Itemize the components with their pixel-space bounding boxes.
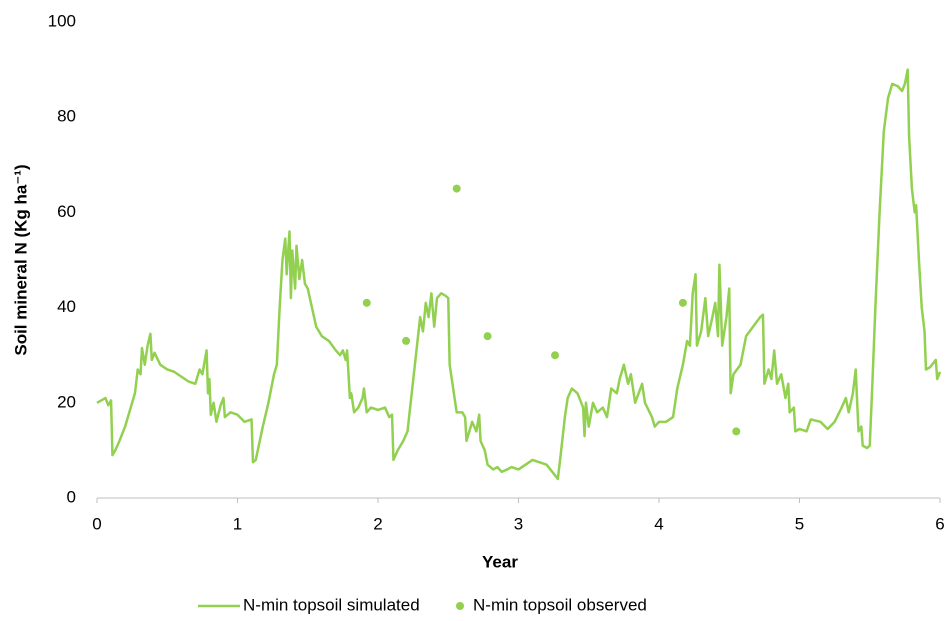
data-point xyxy=(452,184,461,193)
y-tick-label: 0 xyxy=(67,487,76,506)
x-tick-label: 3 xyxy=(514,514,523,533)
y-tick-label: 100 xyxy=(48,11,76,30)
data-point xyxy=(483,332,492,341)
y-tick-label: 80 xyxy=(57,107,76,126)
data-point xyxy=(551,351,560,360)
legend-swatch xyxy=(456,602,464,610)
legend-label: N-min topsoil simulated xyxy=(243,595,420,614)
data-line xyxy=(96,68,942,481)
x-tick-label: 4 xyxy=(654,514,663,533)
x-axis-title: Year xyxy=(482,552,518,571)
y-axis-title: Soil mineral N (Kg ha⁻¹) xyxy=(11,164,30,355)
x-tick-label: 0 xyxy=(92,514,101,533)
data-point xyxy=(362,298,371,307)
x-tick-label: 6 xyxy=(935,514,944,533)
legend-label: N-min topsoil observed xyxy=(473,595,647,614)
x-tick-label: 1 xyxy=(233,514,242,533)
data-point xyxy=(402,336,411,345)
x-tick-label: 2 xyxy=(373,514,382,533)
y-tick-label: 60 xyxy=(57,202,76,221)
data-point xyxy=(678,298,687,307)
y-tick-label: 40 xyxy=(57,297,76,316)
x-tick-label: 5 xyxy=(795,514,804,533)
data-point xyxy=(732,427,741,436)
y-tick-label: 20 xyxy=(57,392,76,411)
